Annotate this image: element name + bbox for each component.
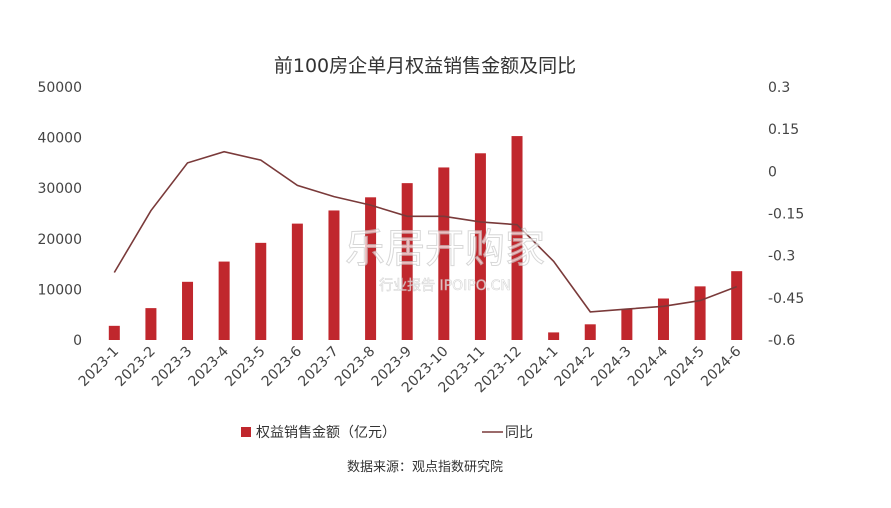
x-tick-label: 2024-1 — [515, 344, 561, 390]
x-tick-label: 2023-4 — [186, 343, 232, 389]
line-series — [113, 150, 737, 313]
legend-line-label: 同比 — [505, 425, 533, 441]
left-tick-label: 40000 — [37, 131, 82, 147]
x-tick-label: 2023-7 — [295, 344, 341, 390]
right-tick-label: -0.15 — [768, 207, 804, 223]
left-tick-label: 20000 — [37, 232, 82, 248]
left-axis: 0 10000 20000 30000 40000 50000 — [37, 80, 82, 349]
x-tick-label: 2023-1 — [76, 344, 122, 390]
left-tick-label: 0 — [73, 333, 82, 349]
bar — [291, 223, 303, 340]
right-tick-label: 0.15 — [768, 122, 799, 138]
legend-bar-label: 权益销售金额（亿元） — [256, 425, 396, 441]
bar — [694, 286, 706, 340]
right-tick-label: -0.3 — [768, 249, 795, 265]
bar — [621, 309, 633, 340]
bar — [584, 324, 596, 340]
bar-series — [108, 136, 743, 340]
x-tick-label: 2024-4 — [625, 343, 671, 389]
x-tick-label: 2024-3 — [588, 344, 634, 390]
x-tick-label: 2024-6 — [698, 343, 744, 389]
x-tick-label: 2024-5 — [662, 344, 708, 390]
bar — [328, 210, 340, 340]
yoy-line — [113, 150, 737, 313]
left-tick-label: 50000 — [37, 80, 82, 96]
x-tick-label: 2024-2 — [552, 344, 598, 390]
x-tick-label: 2023-8 — [332, 344, 378, 390]
bar — [145, 308, 157, 340]
bar — [401, 183, 413, 340]
x-tick-label: 2023-2 — [112, 344, 158, 390]
bar — [255, 242, 267, 340]
right-tick-label: -0.6 — [768, 333, 795, 349]
bar — [657, 298, 669, 340]
chart-title: 前100房企单月权益销售金额及同比 — [274, 55, 576, 77]
bar — [365, 197, 377, 340]
legend-bar-swatch — [241, 427, 251, 437]
watermark-main: 乐居开购家 — [345, 226, 545, 272]
left-tick-label: 30000 — [37, 181, 82, 197]
right-tick-label: -0.45 — [768, 291, 804, 307]
bar — [474, 153, 486, 340]
x-axis: 2023-12023-22023-32023-42023-52023-62023… — [76, 343, 745, 396]
right-tick-label: 0 — [768, 164, 777, 180]
bar — [218, 261, 230, 340]
bar — [511, 136, 523, 340]
watermark-sub: 行业报告 IPOIPO.CN — [379, 278, 511, 294]
right-tick-label: 0.3 — [768, 80, 790, 96]
x-tick-label: 2023-5 — [222, 344, 268, 390]
left-tick-label: 10000 — [37, 282, 82, 298]
bar — [108, 325, 120, 340]
bar — [438, 167, 450, 340]
source-note: 数据来源：观点指数研究院 — [347, 460, 503, 475]
bar — [548, 332, 560, 340]
legend: 权益销售金额（亿元） 同比 — [241, 425, 533, 441]
bar — [731, 271, 743, 340]
watermark: 乐居开购家 行业报告 IPOIPO.CN — [345, 226, 546, 295]
x-tick-label: 2023-6 — [259, 343, 305, 389]
bar — [182, 281, 194, 340]
right-axis: 0.3 0.15 0 -0.15 -0.3 -0.45 -0.6 — [768, 80, 804, 349]
x-tick-label: 2023-3 — [149, 344, 195, 390]
